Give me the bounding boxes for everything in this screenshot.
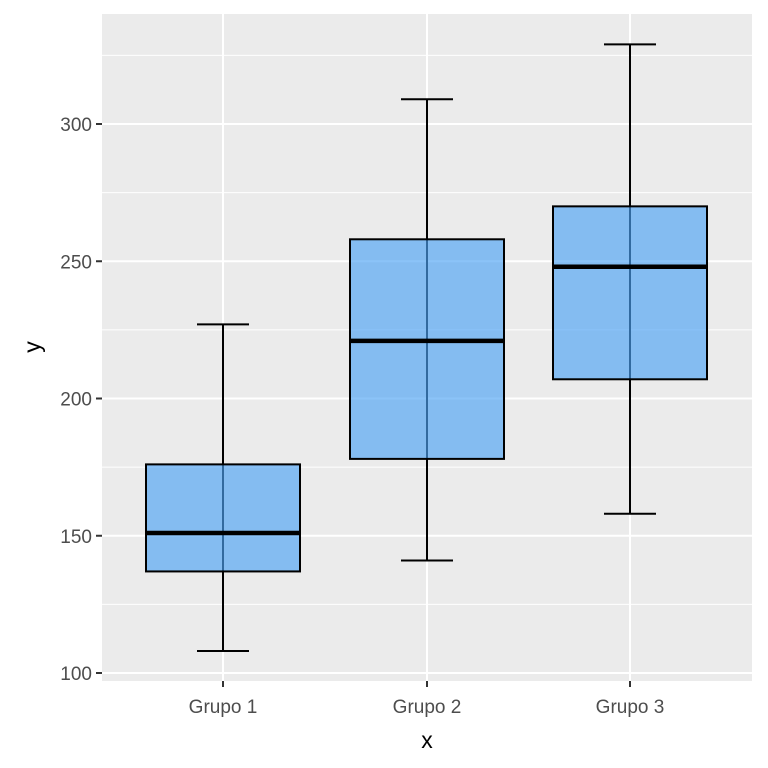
y-tick-label: 250 [60, 252, 92, 273]
x-tick-label: Grupo 3 [596, 697, 665, 718]
y-tick-label: 200 [60, 390, 92, 411]
y-tick-label: 100 [60, 664, 92, 685]
y-axis: 100 150 200 250 300 [60, 115, 102, 685]
x-tick-label: Grupo 2 [393, 697, 462, 718]
x-axis: Grupo 1 Grupo 2 Grupo 3 [189, 681, 665, 718]
box-1 [145, 323, 301, 653]
y-axis-title: y [19, 341, 45, 353]
y-tick-label: 300 [60, 115, 92, 136]
x-axis-title: x [421, 727, 433, 753]
box-2 [349, 98, 505, 562]
box-iqr [349, 238, 505, 460]
boxes [145, 43, 708, 653]
x-tick-label: Grupo 1 [189, 697, 258, 718]
y-tick-label: 150 [60, 527, 92, 548]
box-iqr [145, 463, 301, 573]
box-iqr [552, 205, 708, 381]
box-3 [552, 43, 708, 515]
